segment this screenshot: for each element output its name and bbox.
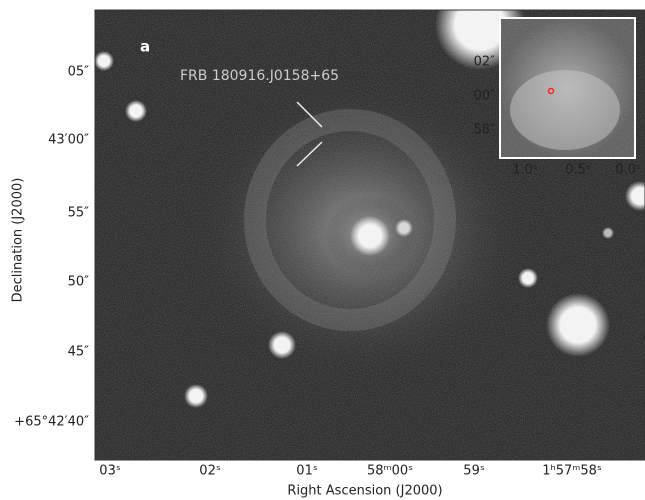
annotation: FRB 180916.J0158+65: [180, 68, 339, 84]
x-tick-label: 1ʰ57ᵐ58ˢ: [542, 464, 602, 479]
x-tick-label: 58ᵐ00ˢ: [367, 464, 413, 479]
y-tick-label: 55″: [68, 206, 90, 221]
y-tick-label: 45″: [68, 345, 90, 360]
inset-y-tick-label: 00″: [474, 89, 496, 104]
x-tick-label: 03ˢ: [99, 464, 121, 479]
inset-x-tick-label: 0.0ˢ: [615, 163, 641, 178]
inset-x-tick-label: 1.0ˢ: [512, 163, 538, 178]
x-tick-label: 01ˢ: [296, 464, 318, 479]
inset-y-tick-label: 58″: [474, 123, 496, 138]
y-tick-label: 50″: [68, 275, 90, 290]
panel-label: a: [140, 38, 150, 56]
inset-y-tick-label: 02″: [474, 55, 496, 70]
x-tick-label: 59ˢ: [463, 464, 485, 479]
y-axis-title: Declination (J2000): [11, 178, 26, 303]
inset: [500, 18, 635, 158]
x-tick-label: 02ˢ: [199, 464, 221, 479]
inset-x-tick-label: 0.5ˢ: [565, 163, 591, 178]
y-tick-label: +65°42′40″: [14, 415, 89, 430]
figure: a FRB 180916.J0158+65 03ˢ 02ˢ 01ˢ 58ᵐ00ˢ 59ˢ…: [0, 0, 645, 500]
y-tick-label: 43′00″: [48, 133, 89, 148]
x-axis-title: Right Ascension (J2000): [287, 484, 442, 499]
y-tick-label: 05″: [68, 65, 90, 80]
